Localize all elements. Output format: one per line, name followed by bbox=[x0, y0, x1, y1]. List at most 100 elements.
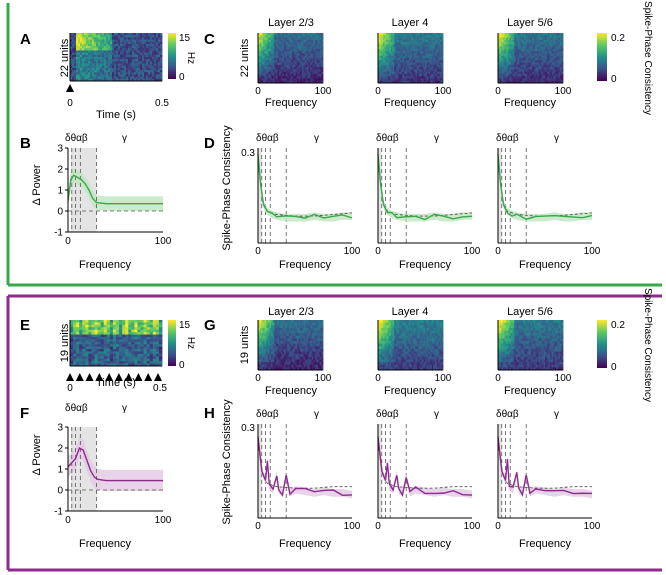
panel-C-heatmap-layer23-cell bbox=[295, 78, 298, 82]
panel-G-heatmap-layer23-cell bbox=[285, 325, 288, 329]
panel-C-heatmap-layer23-cell bbox=[306, 46, 309, 50]
panel-letter-F: F bbox=[20, 405, 29, 422]
panel-A-heatmap-cell bbox=[118, 72, 121, 75]
panel-A-heatmap-cell bbox=[72, 76, 75, 80]
panel-C-heatmap-layer56-cell bbox=[558, 69, 561, 73]
panel-C-heatmap-layer23-cell bbox=[287, 35, 290, 38]
panel-E-heatmap-cell bbox=[88, 353, 92, 357]
panel-E-heatmap-cell bbox=[125, 358, 129, 362]
panel-G-heatmap-layer23-cell bbox=[305, 343, 308, 347]
panel-A-heatmap-cell bbox=[146, 46, 149, 49]
panel-C-heatmap-layer23-cell bbox=[266, 60, 269, 63]
panel-C-heatmap-layer4-cell bbox=[439, 67, 442, 70]
panel-E-heatmap-cell bbox=[119, 353, 123, 357]
panel-G-heatmap-layer23-cell bbox=[259, 346, 262, 350]
panel-C-heatmap-layer23-cell bbox=[267, 51, 270, 54]
panel-C-heatmap-layer56-cell bbox=[559, 42, 562, 45]
panel-C-heatmap-layer56-cell bbox=[525, 78, 528, 82]
panel-E-heatmap-cell bbox=[158, 336, 163, 340]
panel-C-heatmap-layer4-cell bbox=[386, 35, 389, 38]
panel-C-heatmap-layer56-cell bbox=[556, 62, 559, 66]
panel-E-heatmap-cell bbox=[146, 329, 151, 333]
panel-C-heatmap-layer23-cell bbox=[264, 60, 267, 63]
panel-C-heatmap-layer56-cell bbox=[524, 44, 527, 48]
panel-E-heatmap-cell bbox=[76, 341, 80, 345]
panel-C-heatmap-layer23-cell bbox=[274, 78, 277, 82]
panel-A-heatmap-cell bbox=[150, 67, 153, 71]
panel-C-heatmap-layer4-cell bbox=[438, 44, 441, 48]
panel-E-heatmap-cell bbox=[73, 344, 77, 348]
panel-A-heatmap-cell bbox=[140, 41, 143, 45]
panel-C-heatmap-layer56-cell bbox=[527, 73, 530, 77]
panel-C-heatmap-layer56-cell bbox=[504, 78, 507, 82]
panel-C-heatmap-layer23-cell bbox=[318, 51, 321, 54]
panel-C-heatmap-layer4-cell bbox=[436, 60, 439, 63]
panel-C-heatmap-layer23-cell bbox=[275, 64, 278, 68]
panel-C-heatmap-layer4-cell bbox=[407, 44, 410, 48]
panel-A-heatmap-cell bbox=[118, 78, 121, 82]
panel-C-heatmap-layer4-cell bbox=[389, 48, 392, 52]
panel-A-heatmap-cell bbox=[134, 35, 137, 38]
panel-C-heatmap-layer23-cell bbox=[303, 55, 306, 59]
panel-C-heatmap-layer23-cell bbox=[274, 42, 277, 45]
panel-E-heatmap-cell bbox=[70, 327, 74, 331]
panel-C-heatmap-layer4-cell bbox=[378, 33, 381, 36]
panel-A-heatmap-cell bbox=[122, 52, 125, 56]
panel-A-heatmap-cell bbox=[86, 78, 89, 82]
panel-C-heatmap-layer23-cell bbox=[258, 60, 261, 63]
panel-C-heatmap-layer56-cell bbox=[527, 62, 530, 66]
panel-A-heatmap-cell bbox=[152, 35, 155, 38]
panel-C-heatmap-layer23-cell bbox=[295, 44, 298, 48]
panel-C-heatmap-layer4-cell bbox=[441, 76, 444, 79]
panel-E-heatmap-cell bbox=[97, 336, 102, 340]
panel-C-heatmap-layer56-cell bbox=[498, 73, 501, 77]
panel-C-heatmap-layer4-cell bbox=[417, 64, 420, 68]
panel-C-heatmap-layer23-cell bbox=[266, 78, 269, 82]
panel-G-heatmap-layer23-cell bbox=[287, 354, 290, 358]
panel-C-heatmap-layer4-cell bbox=[415, 71, 418, 75]
panel-C-heatmap-layer4-cell bbox=[412, 53, 415, 57]
panel-A-heatmap-cell bbox=[140, 74, 143, 78]
panel-E-heatmap-cell bbox=[88, 339, 92, 343]
panel-G-heatmap-layer23-cell bbox=[284, 343, 287, 347]
panel-E-heatmap-cell bbox=[143, 339, 148, 343]
panel-A-heatmap-cell bbox=[154, 54, 157, 58]
panel-C-heatmap-layer23-cell bbox=[303, 39, 306, 43]
panel-C-heatmap-layer23-cell bbox=[261, 60, 264, 63]
panel-C-heatmap-layer23-cell bbox=[272, 69, 275, 73]
panel-C-heatmap-layer56-cell bbox=[501, 44, 504, 48]
panel-C-heatmap-layer4-cell bbox=[408, 51, 411, 54]
panel-A-heatmap-cell bbox=[122, 59, 125, 62]
panel-C-heatmap-layer56-cell bbox=[554, 80, 557, 84]
panel-C-heatmap-layer56-cell bbox=[551, 76, 554, 79]
panel-E-heatmap-cell bbox=[122, 346, 126, 350]
panel-C-heatmap-layer23-cell bbox=[306, 51, 309, 54]
panel-G-heatmap-layer23-cell bbox=[305, 330, 308, 334]
panel-C-heatmap-layer4-cell bbox=[430, 48, 433, 52]
panel-C-heatmap-layer23-cell bbox=[288, 35, 291, 38]
panel-G-heatmap-layer23-cell bbox=[288, 354, 291, 358]
panel-C-heatmap-layer23-cell bbox=[301, 64, 304, 68]
panel-C-heatmap-layer23-cell bbox=[290, 73, 293, 77]
panel-C-heatmap-layer56-cell bbox=[556, 55, 559, 59]
panel-C-heatmap-layer56-cell bbox=[507, 67, 510, 70]
panel-G-heatmap-layer23-cell bbox=[303, 343, 306, 347]
panel-C-heatmap-layer4-cell bbox=[387, 48, 390, 52]
panel-C-heatmap-layer23-cell bbox=[303, 69, 306, 73]
panel-A-heatmap-cell bbox=[134, 65, 137, 69]
panel-C-heatmap-layer4-cell bbox=[438, 71, 441, 75]
panel-A-heatmap-cell bbox=[70, 41, 73, 45]
panel-C-heatmap-layer4-cell bbox=[413, 67, 416, 70]
panel-A-heatmap-cell bbox=[96, 76, 99, 80]
panel-C-heatmap-layer4-cell bbox=[417, 53, 420, 57]
panel-C-heatmap-layer23-cell bbox=[259, 62, 262, 66]
panel-C-heatmap-layer4-cell bbox=[436, 37, 439, 41]
panel-A-heatmap-cell bbox=[92, 61, 95, 64]
panel-C-heatmap-layer4-cell bbox=[407, 39, 410, 43]
panel-C-xtick-0c: 0 bbox=[495, 86, 501, 97]
panel-C-heatmap-layer4-cell bbox=[428, 39, 431, 43]
panel-C-heatmap-layer4-cell bbox=[400, 71, 403, 75]
panel-A-heatmap-cell bbox=[112, 41, 115, 45]
panel-G-heatmap-layer23-cell bbox=[285, 346, 288, 350]
panel-E-heatmap-cell bbox=[146, 336, 151, 340]
